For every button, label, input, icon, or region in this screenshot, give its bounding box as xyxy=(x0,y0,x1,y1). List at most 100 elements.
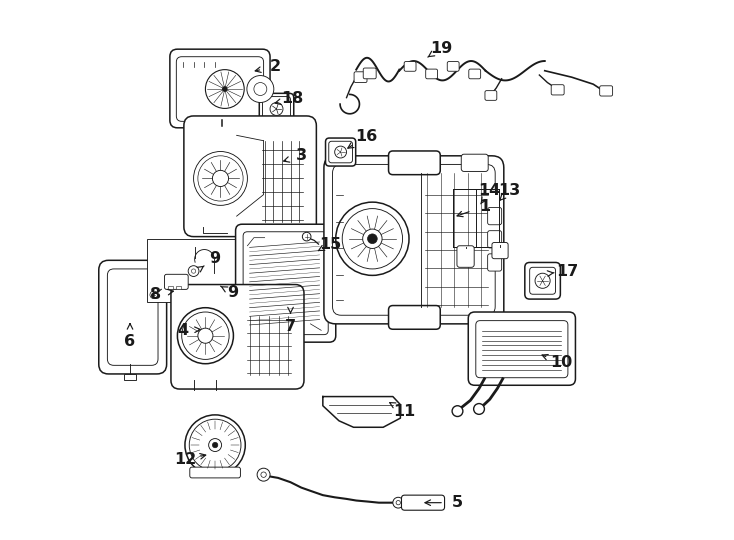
Circle shape xyxy=(198,156,243,201)
FancyBboxPatch shape xyxy=(487,254,501,271)
FancyBboxPatch shape xyxy=(164,274,188,289)
Bar xyxy=(167,286,173,289)
FancyBboxPatch shape xyxy=(259,93,294,125)
FancyBboxPatch shape xyxy=(329,141,352,163)
Circle shape xyxy=(261,472,266,477)
Text: 10: 10 xyxy=(550,355,572,370)
FancyBboxPatch shape xyxy=(333,165,495,315)
Circle shape xyxy=(203,333,208,338)
FancyBboxPatch shape xyxy=(600,86,613,96)
Text: 17: 17 xyxy=(556,264,578,279)
Circle shape xyxy=(335,146,346,158)
Text: 9: 9 xyxy=(227,285,238,300)
Circle shape xyxy=(270,103,283,116)
Circle shape xyxy=(535,273,550,288)
FancyBboxPatch shape xyxy=(236,224,335,342)
FancyBboxPatch shape xyxy=(457,246,474,267)
Polygon shape xyxy=(323,396,400,427)
FancyBboxPatch shape xyxy=(171,285,304,389)
FancyBboxPatch shape xyxy=(468,312,575,385)
Circle shape xyxy=(222,87,227,91)
Circle shape xyxy=(212,170,228,186)
Text: 13: 13 xyxy=(498,183,521,198)
Circle shape xyxy=(188,266,199,276)
Text: 7: 7 xyxy=(285,319,296,334)
FancyBboxPatch shape xyxy=(354,72,367,83)
Text: 4: 4 xyxy=(177,323,189,338)
FancyBboxPatch shape xyxy=(487,207,501,225)
Circle shape xyxy=(206,70,244,109)
Bar xyxy=(123,374,137,380)
FancyBboxPatch shape xyxy=(107,269,158,366)
Circle shape xyxy=(185,315,226,356)
FancyBboxPatch shape xyxy=(487,231,501,248)
Bar xyxy=(176,286,181,289)
Text: 15: 15 xyxy=(319,237,341,252)
FancyBboxPatch shape xyxy=(388,306,440,329)
Circle shape xyxy=(257,468,270,481)
Bar xyxy=(453,189,499,247)
FancyBboxPatch shape xyxy=(525,262,560,299)
FancyBboxPatch shape xyxy=(176,57,264,122)
Circle shape xyxy=(189,419,241,471)
Circle shape xyxy=(200,158,241,199)
FancyBboxPatch shape xyxy=(530,267,556,294)
FancyBboxPatch shape xyxy=(388,151,440,174)
Text: 2: 2 xyxy=(270,59,281,74)
FancyBboxPatch shape xyxy=(447,62,459,71)
Circle shape xyxy=(212,442,218,448)
Circle shape xyxy=(342,208,402,269)
Text: 8: 8 xyxy=(150,287,161,302)
Text: 9: 9 xyxy=(209,251,221,266)
Circle shape xyxy=(254,83,267,96)
Circle shape xyxy=(396,501,400,505)
Circle shape xyxy=(218,176,223,181)
Text: 3: 3 xyxy=(296,148,307,163)
Circle shape xyxy=(182,312,229,360)
Text: 1: 1 xyxy=(479,199,490,214)
FancyBboxPatch shape xyxy=(184,116,316,237)
Circle shape xyxy=(150,291,158,299)
Circle shape xyxy=(247,76,274,103)
Circle shape xyxy=(393,497,404,508)
FancyBboxPatch shape xyxy=(363,68,376,79)
FancyBboxPatch shape xyxy=(243,232,328,335)
FancyBboxPatch shape xyxy=(263,97,291,122)
FancyBboxPatch shape xyxy=(492,242,508,259)
Circle shape xyxy=(198,328,213,343)
FancyBboxPatch shape xyxy=(485,91,497,100)
Circle shape xyxy=(346,213,399,265)
Text: 18: 18 xyxy=(282,91,304,106)
Text: 11: 11 xyxy=(393,403,416,418)
Circle shape xyxy=(192,269,196,273)
FancyBboxPatch shape xyxy=(426,69,437,79)
Text: 5: 5 xyxy=(452,495,463,510)
FancyBboxPatch shape xyxy=(476,321,568,377)
FancyBboxPatch shape xyxy=(469,69,481,79)
FancyBboxPatch shape xyxy=(461,154,488,171)
FancyBboxPatch shape xyxy=(551,85,564,95)
Circle shape xyxy=(368,234,377,244)
Circle shape xyxy=(363,229,382,248)
FancyBboxPatch shape xyxy=(404,62,416,71)
FancyBboxPatch shape xyxy=(170,49,270,128)
FancyBboxPatch shape xyxy=(401,495,445,510)
Circle shape xyxy=(452,406,463,416)
FancyBboxPatch shape xyxy=(324,156,504,324)
Text: 12: 12 xyxy=(174,452,196,467)
Circle shape xyxy=(178,308,233,364)
Circle shape xyxy=(369,235,376,242)
Circle shape xyxy=(208,438,222,451)
Circle shape xyxy=(302,232,311,241)
Circle shape xyxy=(473,403,484,414)
Circle shape xyxy=(335,202,409,275)
Text: 16: 16 xyxy=(355,129,377,144)
Circle shape xyxy=(185,415,245,475)
Text: 6: 6 xyxy=(125,334,136,349)
FancyBboxPatch shape xyxy=(190,467,241,478)
Circle shape xyxy=(194,152,247,205)
Text: 19: 19 xyxy=(430,40,452,56)
Bar xyxy=(148,239,243,302)
FancyBboxPatch shape xyxy=(99,260,167,374)
FancyBboxPatch shape xyxy=(325,138,356,166)
